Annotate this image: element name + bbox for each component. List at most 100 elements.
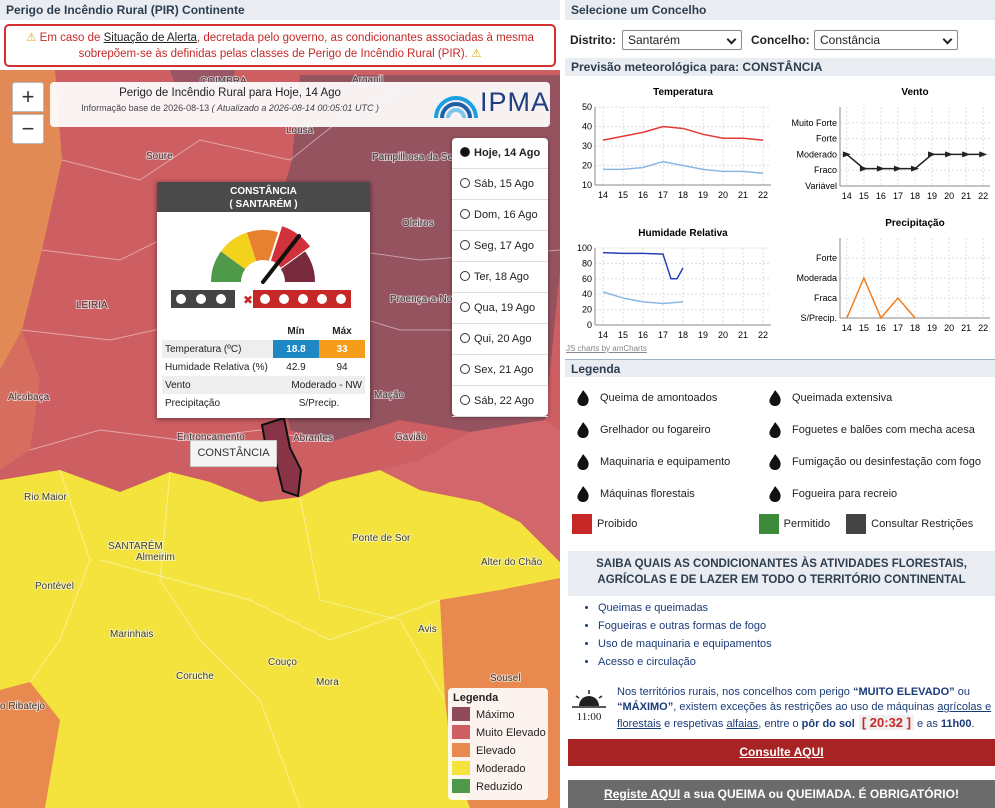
icon-shape <box>577 422 589 438</box>
x-tick-label: 17 <box>893 191 903 201</box>
cell <box>162 322 273 340</box>
x-tick-label: 16 <box>638 330 648 340</box>
y-tick-label: 50 <box>582 102 592 112</box>
temp-min: 18.8 <box>273 340 319 358</box>
precip-value: S/Precip. <box>298 397 340 409</box>
x-tick-label: 18 <box>678 190 688 200</box>
place-label: LEIRIA <box>76 300 108 311</box>
status-item: Consultar Restrições <box>846 508 992 540</box>
place-label: Alcobaça <box>8 392 50 403</box>
x-tick-label: 19 <box>698 330 708 340</box>
icon <box>336 294 346 304</box>
note-part: , existem exceções às restrições ao uso … <box>673 701 938 713</box>
row-label: Humidade Relativa (%) <box>165 361 268 373</box>
ipma-logo: IPMA <box>480 87 551 117</box>
status-swatch <box>572 514 592 534</box>
popup: CONSTÂNCIA ( SANTARÉM ) ✖ Mín Máx Tempera… <box>157 182 370 418</box>
day-option[interactable]: Qui, 20 Ago <box>452 324 548 355</box>
popup-header: CONSTÂNCIA ( SANTARÉM ) <box>157 182 370 212</box>
day-option[interactable]: Sáb, 15 Ago <box>452 169 548 200</box>
place-labels: COIMBRA Arganil Lousã Soure Pampilhosa d… <box>0 74 544 713</box>
y-tick-label: S/Precip. <box>800 313 837 323</box>
y-tick-label: 100 <box>577 243 592 253</box>
note-part: . <box>971 718 975 730</box>
x-tick-label: 20 <box>944 323 954 333</box>
alert-prefix: Em caso de <box>39 32 104 44</box>
legend-label: Queima de amontoados <box>600 392 718 404</box>
status-item: Proibido <box>572 508 759 540</box>
day-option[interactable]: Qua, 19 Ago <box>452 293 548 324</box>
district-select[interactable]: Santarém <box>622 30 742 50</box>
chart-title: Vento <box>901 87 928 98</box>
x-tick-label: 21 <box>738 190 748 200</box>
zoom-in[interactable]: + <box>12 82 44 112</box>
x-tick-label: 22 <box>758 190 768 200</box>
selector-title: Selecione um Concelho <box>571 3 707 17</box>
consult-button[interactable]: Consulte AQUI <box>568 739 995 766</box>
y-tick-label: Variável <box>805 181 837 191</box>
icon-shape <box>577 390 589 406</box>
day-option[interactable]: Hoje, 14 Ago <box>452 138 548 169</box>
register-link[interactable]: Registe AQUI <box>604 787 681 801</box>
day-option[interactable]: Sex, 21 Ago <box>452 355 548 386</box>
legend-icon <box>577 422 589 438</box>
y-tick-label: 0 <box>587 320 592 330</box>
x-tick-label: 22 <box>758 330 768 340</box>
alert-link[interactable]: Situação de Alerta <box>103 32 197 44</box>
row-label: Vento <box>165 379 191 391</box>
status-swatch <box>846 514 867 534</box>
place-label: Sousel <box>490 673 521 684</box>
day-label: Dom, 16 Ago <box>474 209 538 221</box>
place-label: Ponte de Sor <box>352 533 411 544</box>
gauge-needle <box>261 234 301 284</box>
legend-label: Queimada extensiva <box>792 392 893 404</box>
day-label: Ter, 18 Ago <box>474 271 530 283</box>
place-label: Coruche <box>176 671 214 682</box>
day-option[interactable]: Sáb, 22 Ago <box>452 386 548 417</box>
place-label: Rio Maior <box>24 492 67 503</box>
updated-info: ( Atualizado a 2026-08-14 00:05:01 UTC ) <box>211 103 379 113</box>
region <box>380 420 560 562</box>
wind-marker <box>979 151 988 158</box>
ray <box>575 695 580 699</box>
y-tick-label: Forte <box>816 134 837 144</box>
x-tick-label: 14 <box>598 330 608 340</box>
radio <box>460 271 470 281</box>
right-header: Selecione um Concelho <box>565 0 995 20</box>
wind-marker <box>859 165 868 172</box>
icon-cross: ✖ <box>243 293 253 307</box>
hum-max: 94 <box>336 361 348 373</box>
y-tick-label: 30 <box>582 141 592 151</box>
y-tick-label: 80 <box>582 258 592 268</box>
note-part: agrícolas e florestais <box>617 701 992 730</box>
chart-credit[interactable]: JS charts by amCharts <box>566 344 647 353</box>
tbody: Mín Máx Temperatura (ºC) 18.8 33 Humidade R… <box>162 322 365 412</box>
day-option[interactable]: Ter, 18 Ago <box>452 262 548 293</box>
col-min: Mín <box>287 325 305 337</box>
place-label: Soure <box>146 151 173 162</box>
wind-marker <box>945 151 954 158</box>
forecast-title: Previsão meteorológica para: CONSTÂNCIA <box>571 60 823 74</box>
row: Temperatura (ºC) 18.8 33 <box>162 340 365 358</box>
x-tick-label: 20 <box>944 191 954 201</box>
day-option[interactable]: Seg, 17 Ago <box>452 231 548 262</box>
x-tick-label: 22 <box>978 191 988 201</box>
header-title: Perigo de Incêndio Rural (PIR) Continent… <box>6 3 245 17</box>
x-tick-label: 19 <box>698 190 708 200</box>
radio <box>460 364 470 374</box>
arc <box>434 96 478 119</box>
row-label: Precipitação <box>165 397 221 409</box>
zoom-out[interactable]: − <box>12 114 44 144</box>
day-option[interactable]: Dom, 16 Ago <box>452 200 548 231</box>
series-line <box>602 251 684 280</box>
icon-shape <box>769 422 781 438</box>
district-label: Distrito: <box>570 33 616 47</box>
legend-item: Queimada extensiva <box>764 382 984 414</box>
place-label: Marinhais <box>110 629 153 640</box>
icon-shape <box>769 486 781 502</box>
municipality-select[interactable]: Constância <box>814 30 958 50</box>
day-label: Sáb, 15 Ago <box>474 178 534 190</box>
region <box>0 330 40 470</box>
place-label: Abrantes <box>293 433 333 444</box>
